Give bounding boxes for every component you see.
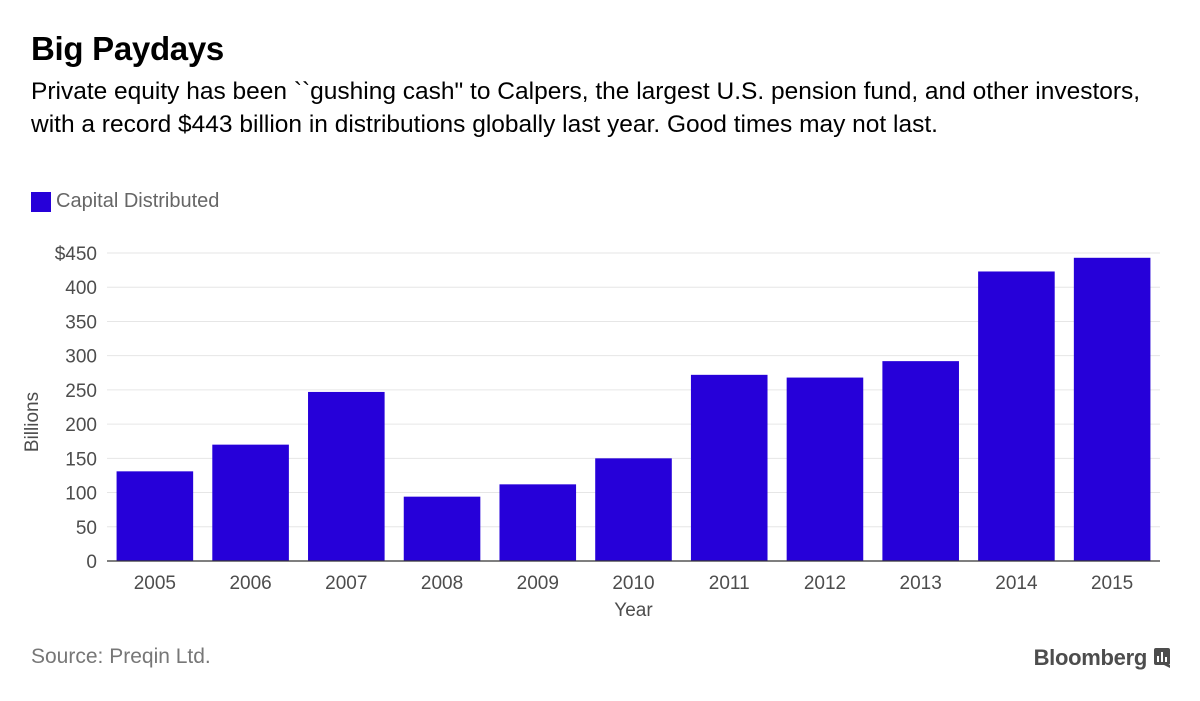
y-tick-label: 150 — [65, 449, 97, 470]
bar — [403, 496, 481, 561]
x-tick-label: 2014 — [995, 573, 1038, 594]
y-tick-label: 200 — [65, 415, 97, 436]
legend-swatch — [31, 191, 51, 212]
y-tick-label: 0 — [86, 552, 97, 573]
y-tick-label: 100 — [65, 484, 97, 505]
x-tick-label: 2008 — [421, 573, 463, 594]
legend-label: Capital Distributed — [56, 190, 220, 212]
y-tick-label: 50 — [76, 518, 97, 539]
bar-chart: 0 50 100 150 200 250 300 350 400 $450 2005 2006 2007… — [22, 244, 1160, 621]
x-tick-label: 2005 — [134, 573, 176, 594]
bar — [1073, 257, 1151, 561]
bar — [690, 374, 768, 561]
x-axis-label: Year — [614, 600, 653, 621]
bar — [212, 444, 289, 561]
source-note: Source: Preqin Ltd. — [31, 645, 211, 668]
y-tick-label: 250 — [65, 381, 97, 402]
x-tick-label: 2010 — [612, 573, 654, 594]
y-tick-label: 400 — [65, 278, 97, 299]
x-tick-label: 2011 — [709, 573, 750, 594]
bloomberg-chart-icon — [1154, 648, 1170, 668]
bar — [595, 458, 672, 561]
bar — [499, 484, 577, 561]
legend: Capital Distributed — [31, 190, 219, 213]
chart-subtitle: Private equity has been ``gushing cash" … — [31, 78, 1141, 138]
x-tick-label: 2009 — [517, 573, 559, 594]
x-tick-label: 2013 — [900, 573, 942, 594]
y-axis-label: Billions — [22, 392, 43, 452]
brand-name: Bloomberg — [1033, 645, 1148, 670]
x-tick-label: 2006 — [229, 573, 271, 594]
bar — [308, 391, 385, 561]
bar — [882, 361, 959, 561]
x-tick-label: 2012 — [804, 573, 846, 594]
x-tick-label: 2015 — [1091, 573, 1133, 594]
brand-logo: Bloomberg — [1034, 645, 1170, 671]
chart-title: Big Paydays — [31, 30, 224, 67]
y-tick-label: $450 — [55, 244, 97, 265]
bar — [116, 471, 194, 561]
y-tick-label: 350 — [65, 312, 97, 333]
bar — [978, 271, 1055, 561]
bar — [786, 377, 864, 561]
x-tick-label: 2007 — [325, 573, 367, 594]
y-tick-label: 300 — [65, 347, 97, 368]
